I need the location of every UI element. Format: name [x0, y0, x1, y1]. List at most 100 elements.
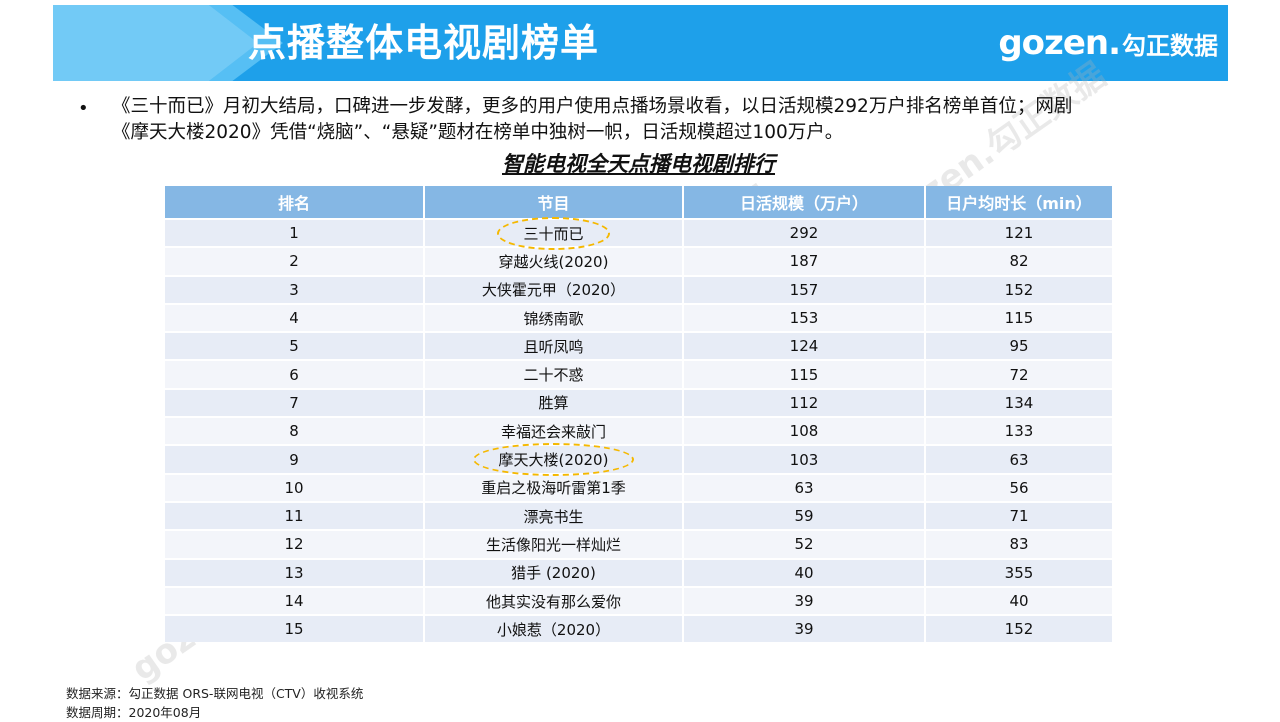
rank-cell: 6 — [165, 359, 425, 389]
description-line-1: 《三十而已》月初大结局，口碑进一步发酵，更多的用户使用点播场景收看，以日活规模2… — [112, 96, 1073, 117]
header-accent-shape-light — [53, 5, 258, 81]
table-header-row: 排名 节目 日活规模（万户） 日户均时长（min） — [165, 186, 1112, 219]
column-header-rank: 排名 — [165, 186, 425, 219]
page-title: 点播整体电视剧榜单 — [248, 21, 600, 65]
dau-cell: 187 — [683, 246, 926, 276]
table-row: 5 且听凤鸣 124 95 — [165, 331, 1112, 361]
logo-word: gozen. — [998, 23, 1121, 63]
duration-cell: 152 — [925, 274, 1112, 304]
gozen-logo: gozen.勾正数据 — [998, 21, 1218, 65]
program-cell: 三十而已 — [424, 216, 684, 250]
table-row: 2 穿越火线(2020) 187 82 — [165, 246, 1112, 276]
duration-cell: 133 — [925, 416, 1112, 446]
duration-cell: 95 — [925, 331, 1112, 361]
duration-cell: 40 — [925, 585, 1112, 616]
duration-cell: 121 — [925, 217, 1112, 248]
header-bar: 点播整体电视剧榜单 gozen.勾正数据 — [53, 5, 1228, 81]
dau-cell: 124 — [683, 331, 926, 361]
table-row: 6 二十不惑 115 72 — [165, 359, 1112, 389]
duration-cell: 56 — [925, 472, 1112, 502]
rank-cell: 5 — [165, 331, 425, 361]
dau-cell: 103 — [683, 444, 926, 474]
table-row: 9 摩天大楼(2020) 103 63 — [165, 443, 1112, 477]
dau-cell: 292 — [683, 217, 926, 248]
rank-cell: 7 — [165, 387, 425, 418]
dau-cell: 112 — [683, 387, 926, 418]
dau-cell: 40 — [683, 557, 926, 587]
program-cell: 且听凤鸣 — [424, 331, 684, 361]
table-row: 15 小娘惹（2020） 39 152 — [165, 614, 1112, 643]
duration-cell: 83 — [925, 529, 1112, 559]
table-row: 10 重启之极海听雷第1季 63 56 — [165, 472, 1112, 502]
rank-cell: 4 — [165, 302, 425, 333]
dau-cell: 39 — [683, 614, 926, 643]
table-row: 13 猎手 (2020) 40 355 — [165, 557, 1112, 587]
dau-cell: 153 — [683, 302, 926, 333]
rank-cell: 14 — [165, 585, 425, 616]
program-cell: 二十不惑 — [424, 359, 684, 389]
dau-cell: 63 — [683, 472, 926, 502]
table-row: 4 锦绣南歌 153 115 — [165, 302, 1112, 333]
duration-cell: 72 — [925, 359, 1112, 389]
table-body: 1 三十而已 292 121 2 穿越火线(2020) 187 82 3 大侠霍元甲（2020） 1… — [165, 216, 1112, 643]
highlighted-program: 摩天大楼(2020) — [472, 443, 635, 477]
highlighted-program: 三十而已 — [497, 216, 610, 250]
program-cell: 重启之极海听雷第1季 — [424, 472, 684, 502]
rank-cell: 2 — [165, 246, 425, 276]
dau-cell: 157 — [683, 274, 926, 304]
table-row: 11 漂亮书生 59 71 — [165, 500, 1112, 531]
program-cell: 胜算 — [424, 387, 684, 418]
data-period: 数据周期：2020年08月 — [66, 705, 202, 720]
program-cell: 生活像阳光一样灿烂 — [424, 529, 684, 559]
program-cell: 猎手 (2020) — [424, 557, 684, 587]
logo-cn: 勾正数据 — [1122, 32, 1218, 60]
rank-cell: 10 — [165, 472, 425, 502]
program-cell: 锦绣南歌 — [424, 302, 684, 333]
description: 《三十而已》月初大结局，口碑进一步发酵，更多的用户使用点播场景收看，以日活规模2… — [112, 94, 1222, 146]
program-cell: 漂亮书生 — [424, 500, 684, 531]
dau-cell: 115 — [683, 359, 926, 389]
column-header-dau: 日活规模（万户） — [683, 186, 926, 219]
rank-cell: 9 — [165, 444, 425, 474]
rank-cell: 11 — [165, 500, 425, 531]
duration-cell: 355 — [925, 557, 1112, 587]
ranking-table: 排名 节目 日活规模（万户） 日户均时长（min） 1 三十而已 292 121 2 穿越… — [165, 186, 1112, 643]
duration-cell: 115 — [925, 302, 1112, 333]
column-header-program: 节目 — [424, 186, 684, 219]
duration-cell: 134 — [925, 387, 1112, 418]
program-cell: 穿越火线(2020) — [424, 246, 684, 276]
program-cell: 摩天大楼(2020) — [424, 443, 684, 477]
dau-cell: 108 — [683, 416, 926, 446]
rank-cell: 15 — [165, 614, 425, 643]
data-source: 数据来源：勾正数据 ORS-联网电视（CTV）收视系统 — [66, 686, 364, 701]
rank-cell: 1 — [165, 217, 425, 248]
dau-cell: 52 — [683, 529, 926, 559]
column-header-duration: 日户均时长（min） — [925, 186, 1112, 219]
rank-cell: 13 — [165, 557, 425, 587]
table-row: 1 三十而已 292 121 — [165, 216, 1112, 250]
duration-cell: 152 — [925, 614, 1112, 643]
table-row: 8 幸福还会来敲门 108 133 — [165, 416, 1112, 446]
bullet-icon: • — [78, 98, 89, 119]
table-row: 12 生活像阳光一样灿烂 52 83 — [165, 529, 1112, 559]
highlight-oval — [497, 216, 610, 250]
duration-cell: 82 — [925, 246, 1112, 276]
description-line-2: 《摩天大楼2020》凭借“烧脑”、“悬疑”题材在榜单中独树一帜，日活规模超过10… — [112, 122, 844, 143]
program-cell: 小娘惹（2020） — [424, 614, 684, 643]
table-row: 7 胜算 112 134 — [165, 387, 1112, 418]
duration-cell: 63 — [925, 444, 1112, 474]
duration-cell: 71 — [925, 500, 1112, 531]
rank-cell: 3 — [165, 274, 425, 304]
program-cell: 他其实没有那么爱你 — [424, 585, 684, 616]
table-row: 3 大侠霍元甲（2020） 157 152 — [165, 274, 1112, 304]
dau-cell: 59 — [683, 500, 926, 531]
footer: 数据来源：勾正数据 ORS-联网电视（CTV）收视系统 数据周期：2020年08… — [66, 684, 363, 722]
program-cell: 幸福还会来敲门 — [424, 416, 684, 446]
table-title: 智能电视全天点播电视剧排行 — [502, 152, 775, 176]
table-row: 14 他其实没有那么爱你 39 40 — [165, 585, 1112, 616]
highlight-oval — [472, 443, 635, 477]
rank-cell: 8 — [165, 416, 425, 446]
program-cell: 大侠霍元甲（2020） — [424, 274, 684, 304]
rank-cell: 12 — [165, 529, 425, 559]
dau-cell: 39 — [683, 585, 926, 616]
